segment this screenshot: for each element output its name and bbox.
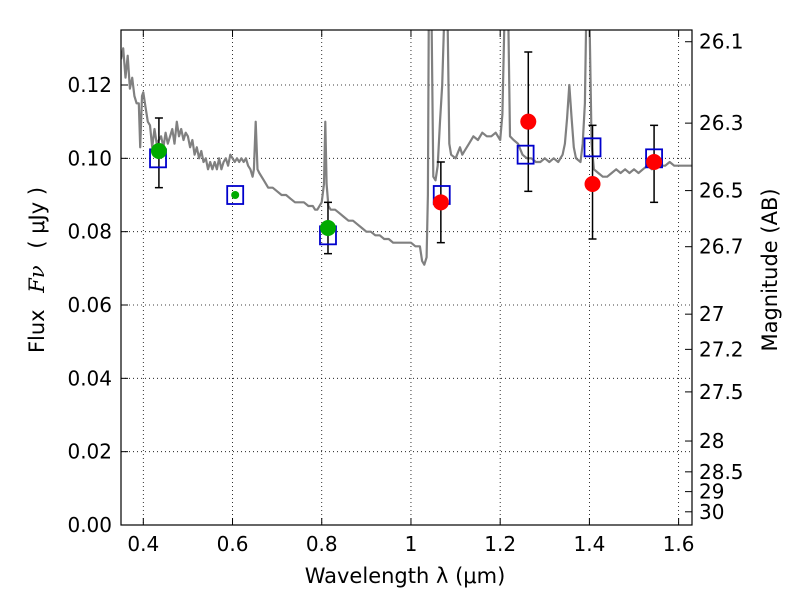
x-tick-label: 1.6 [663, 532, 695, 556]
detection-point [432, 194, 449, 211]
detection-point [584, 176, 601, 192]
right-tick-label: 27.5 [699, 380, 744, 404]
optical-point [150, 143, 167, 159]
y-tick-label: 0.04 [67, 366, 112, 390]
right-tick-label: 26.5 [699, 179, 744, 203]
y-axis-label-symbol: Fν [25, 265, 49, 294]
x-tick-label: 1.2 [484, 532, 516, 556]
model-spectrum-layer [121, 30, 692, 266]
right-tick-label: 26.1 [699, 30, 744, 54]
x-tick-label: 0.6 [217, 532, 249, 556]
y-tick-label: 0.12 [67, 73, 112, 97]
model-point-square [226, 185, 245, 205]
markers-layer [149, 113, 663, 246]
right-tick-label: 27.2 [699, 337, 744, 361]
right-tick-label: 29 [699, 480, 724, 504]
grid-lines [121, 30, 692, 526]
right-tick-label: 26.3 [699, 111, 744, 135]
detection-point [520, 113, 537, 130]
y-axis-label: Flux Fν ( μJy ) [25, 187, 49, 353]
y-tick-label: 0.10 [67, 146, 112, 170]
y-tick-label: 0.06 [67, 293, 112, 317]
y-axis-ticks: 0.00 0.02 0.04 0.06 0.08 0.10 0.12 [67, 73, 128, 537]
x-tick-label: 1 [405, 532, 418, 556]
right-tick-label: 27 [699, 302, 724, 326]
y-tick-label: 0.08 [67, 220, 112, 244]
optical-point [319, 220, 336, 236]
svg-text:Magnitude (AB): Magnitude (AB) [758, 188, 782, 351]
x-tick-label: 0.4 [127, 532, 159, 556]
x-tick-label: 0.8 [306, 532, 338, 556]
x-axis-ticks: 0.4 0.6 0.8 1 1.2 1.4 1.6 [127, 30, 695, 556]
x-axis-label: Wavelength λ (μm) [305, 564, 506, 588]
model-point-square [516, 144, 535, 165]
y-axis-label-unit: ( μJy ) [25, 187, 49, 249]
y-tick-label: 0.00 [67, 513, 112, 537]
right-tick-label: 28.5 [699, 460, 744, 484]
model-point-square [583, 137, 602, 158]
right-tick-label: 28 [699, 429, 724, 453]
svg-text:Flux Fν ( μJy ): Flux Fν ( μJy ) [25, 187, 49, 353]
right-tick-label: 30 [699, 500, 724, 524]
right-tick-label: 26.7 [699, 235, 744, 259]
detection-point [646, 154, 663, 170]
y-tick-label: 0.02 [67, 440, 112, 464]
optical-point [231, 191, 240, 199]
plot-frame [120, 29, 693, 526]
y-axis-label-prefix: Flux [25, 309, 49, 353]
model-spectrum-line [121, 30, 692, 266]
x-tick-label: 1.4 [573, 532, 605, 556]
right-axis-label: Magnitude (AB) [758, 188, 782, 351]
